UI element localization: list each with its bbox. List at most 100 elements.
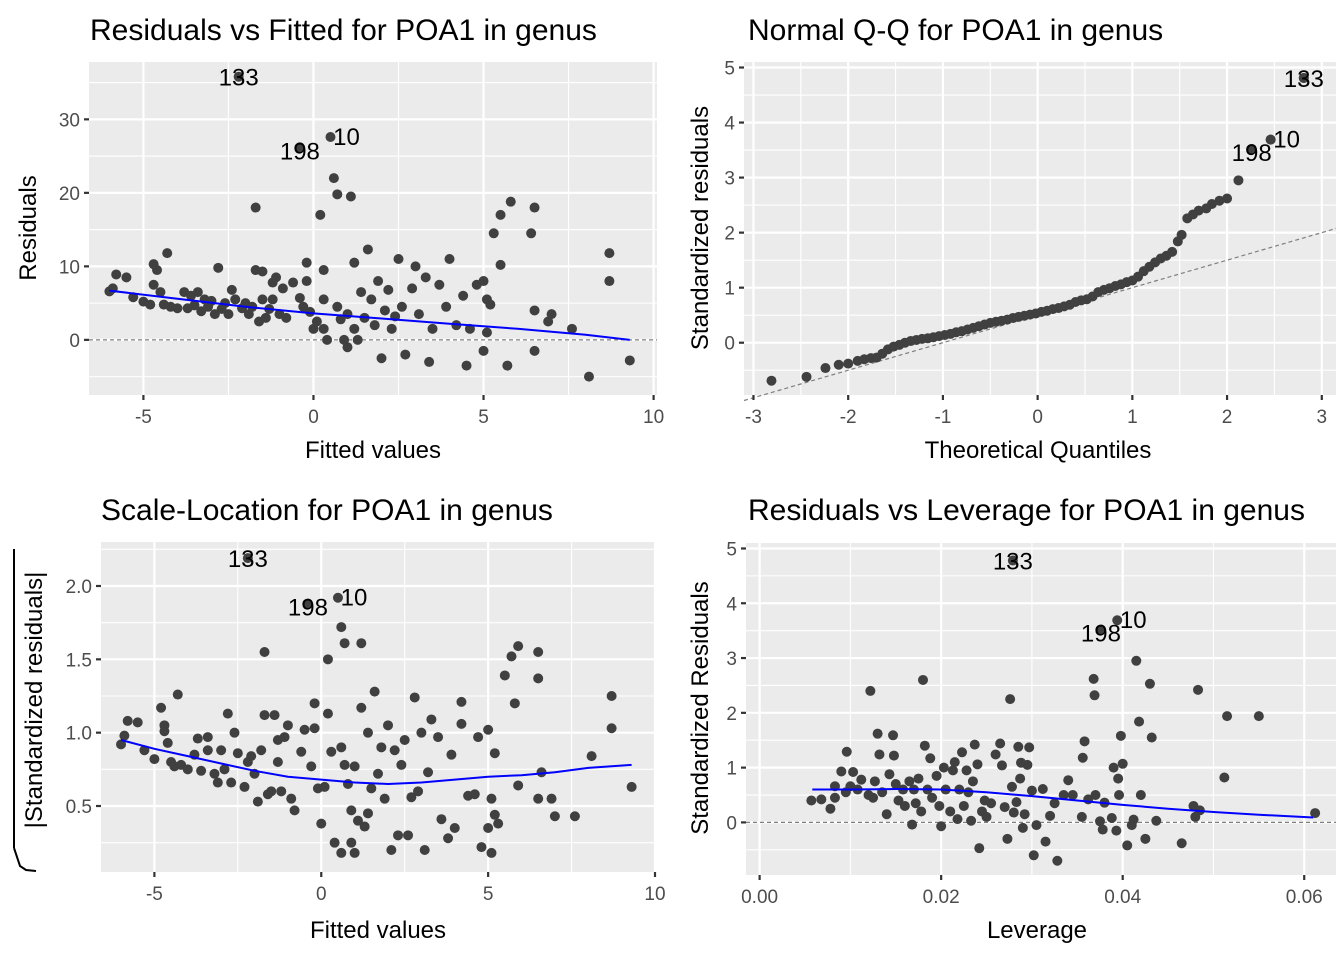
data-point: [410, 261, 421, 272]
data-point: [927, 792, 938, 803]
data-point: [383, 720, 394, 731]
data-point: [281, 312, 292, 323]
outlier-point: [1265, 134, 1276, 145]
data-point: [546, 309, 557, 320]
data-point: [931, 770, 942, 781]
data-point: [606, 723, 617, 734]
loess-smooth-line: [109, 289, 630, 341]
data-point: [505, 196, 516, 207]
data-point: [226, 284, 237, 295]
data-point: [298, 301, 309, 312]
data-point: [904, 776, 915, 787]
outlier-point: [242, 553, 253, 564]
data-point: [209, 309, 220, 320]
data-point: [529, 345, 540, 356]
plot-area: [746, 543, 1336, 875]
data-point: [952, 814, 963, 825]
data-point: [433, 732, 444, 743]
data-point: [945, 806, 956, 817]
data-point: [1115, 730, 1126, 741]
data-point: [1026, 785, 1037, 796]
x-tick-label: 5: [478, 407, 489, 428]
data-point: [1067, 790, 1078, 801]
data-point: [192, 733, 203, 744]
data-point: [1131, 655, 1142, 666]
data-point: [1222, 193, 1233, 204]
data-point: [306, 761, 317, 772]
outlier-point: [1298, 72, 1309, 83]
data-point: [1002, 833, 1013, 844]
data-point: [481, 327, 492, 338]
plot-background: [744, 62, 1336, 395]
data-point: [209, 768, 220, 779]
plot-background: [101, 542, 655, 872]
data-point: [881, 809, 892, 820]
data-point: [152, 265, 163, 276]
data-point: [386, 845, 397, 855]
data-point: [223, 309, 234, 320]
data-point: [1310, 808, 1321, 819]
data-point: [336, 742, 347, 753]
data-point: [349, 761, 360, 772]
y-tick-label: 5: [726, 539, 737, 560]
data-point: [369, 320, 380, 331]
outlier-point: [325, 131, 336, 142]
y-tick-label: 1.5: [66, 650, 92, 671]
data-point: [396, 759, 407, 770]
data-point: [1076, 811, 1087, 822]
data-point: [301, 257, 312, 268]
data-point: [502, 360, 513, 371]
data-point: [1079, 736, 1090, 747]
x-tick-label: 5: [483, 884, 494, 905]
y-tick-label: 2.0: [66, 577, 92, 598]
data-point: [958, 800, 969, 811]
data-point: [446, 749, 457, 760]
data-point: [279, 732, 290, 743]
data-point: [373, 768, 383, 779]
data-point: [986, 798, 997, 809]
data-point: [890, 779, 901, 790]
data-point: [1090, 790, 1101, 801]
outlier-label: 10: [1273, 127, 1300, 154]
data-point: [352, 334, 363, 345]
data-point: [318, 294, 329, 305]
data-point: [825, 803, 836, 814]
data-point: [318, 265, 329, 276]
data-point: [533, 793, 544, 804]
outlier-label: 133: [993, 549, 1033, 576]
data-point: [449, 823, 460, 833]
data-point: [916, 806, 927, 817]
data-point: [529, 305, 540, 316]
data-point: [1024, 742, 1035, 753]
y-tick-label: 30: [59, 110, 80, 131]
data-point: [533, 673, 544, 684]
data-point: [913, 773, 924, 784]
data-point: [533, 647, 544, 657]
data-point: [119, 730, 130, 741]
outlier-label: 198: [1232, 140, 1272, 167]
data-point: [1089, 690, 1100, 701]
x-tick-label: -1: [934, 407, 951, 428]
data-point: [1008, 807, 1019, 818]
data-point: [529, 202, 540, 213]
data-point: [536, 767, 547, 778]
data-point: [362, 808, 373, 819]
data-point: [1019, 809, 1030, 820]
outlier-point: [1246, 143, 1257, 154]
y-tick-label: 3: [724, 169, 735, 190]
outlier-label: 10: [333, 124, 360, 151]
data-point: [156, 702, 167, 713]
outlier-point: [302, 598, 313, 609]
data-point: [954, 784, 965, 795]
data-point: [919, 740, 930, 751]
data-point: [1006, 781, 1017, 792]
data-point: [1122, 840, 1133, 851]
data-point: [272, 757, 283, 767]
data-point: [1111, 825, 1122, 836]
data-point: [336, 622, 347, 633]
data-point: [219, 764, 230, 775]
x-tick-label: 0: [1032, 407, 1043, 428]
data-point: [373, 276, 384, 287]
data-point: [1013, 741, 1024, 752]
data-point: [326, 746, 337, 757]
